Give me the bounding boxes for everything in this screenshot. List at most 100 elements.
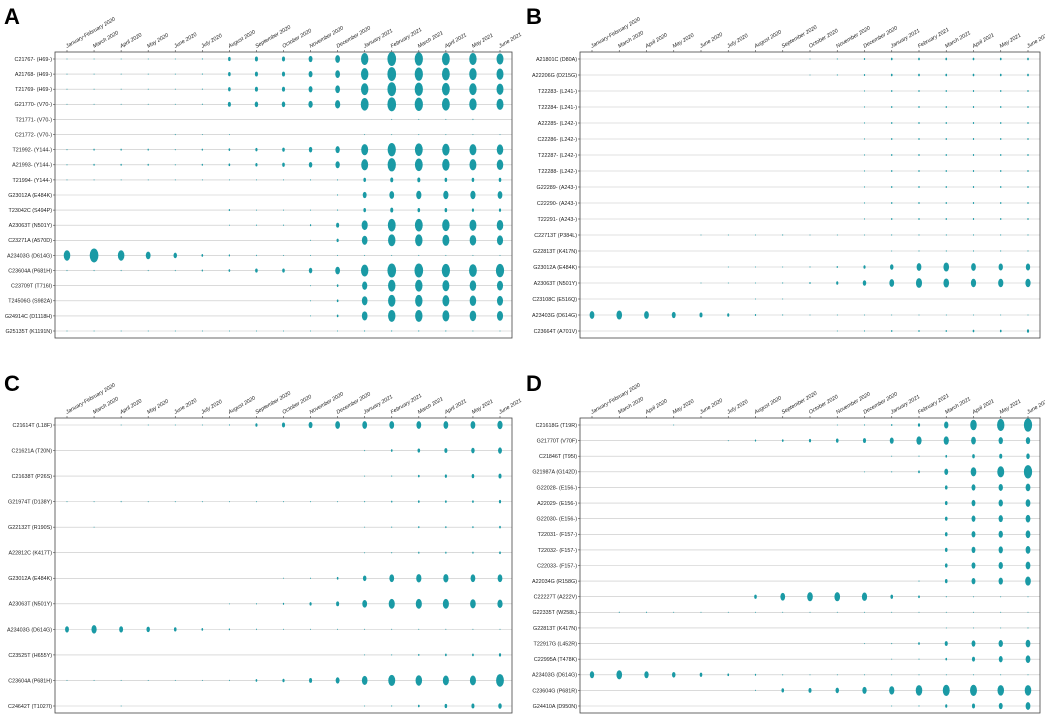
row-label: G22132T (R190S) bbox=[8, 525, 52, 531]
panel-c-letter: C bbox=[4, 371, 20, 396]
bubble bbox=[1026, 329, 1030, 333]
bubble bbox=[441, 98, 450, 111]
bubble bbox=[66, 148, 68, 151]
month-label: July 2020 bbox=[725, 399, 749, 416]
bubble bbox=[442, 158, 450, 171]
bubble bbox=[998, 499, 1003, 507]
month-label: April 2021 bbox=[443, 398, 468, 416]
bubble bbox=[201, 501, 203, 503]
row-label: G23012A (E484K) bbox=[8, 576, 52, 582]
bubble bbox=[891, 471, 893, 473]
bubble bbox=[147, 179, 149, 181]
bubble bbox=[364, 254, 366, 257]
bubble bbox=[201, 163, 203, 166]
bubble bbox=[445, 118, 447, 121]
bubble bbox=[282, 602, 285, 605]
bubble bbox=[496, 98, 504, 110]
bubble bbox=[496, 144, 504, 155]
bubble bbox=[496, 310, 504, 321]
bubble bbox=[944, 516, 948, 521]
bubble bbox=[469, 68, 477, 81]
bubble bbox=[916, 436, 922, 445]
bubble bbox=[997, 419, 1005, 431]
row-label: G25135T (K1191N) bbox=[5, 329, 52, 335]
bubble bbox=[945, 627, 947, 629]
bubble bbox=[388, 294, 396, 307]
bubble bbox=[755, 282, 756, 284]
row-label: G21987A (G142D) bbox=[532, 470, 577, 476]
bubble bbox=[1000, 314, 1002, 316]
bubble bbox=[445, 330, 447, 332]
bubble bbox=[229, 224, 230, 226]
bubble bbox=[364, 449, 366, 452]
bubble bbox=[256, 330, 257, 332]
bubble bbox=[445, 551, 447, 554]
bubble bbox=[1000, 611, 1002, 613]
row-label: G22813T (K417N) bbox=[533, 626, 577, 632]
bubble bbox=[63, 250, 71, 261]
bubble bbox=[1027, 201, 1029, 205]
bubble bbox=[809, 611, 811, 613]
bubble bbox=[836, 281, 839, 285]
bubble bbox=[387, 97, 397, 112]
bubble bbox=[390, 177, 394, 183]
bubble bbox=[971, 531, 976, 538]
bubble bbox=[470, 574, 476, 583]
bubble bbox=[254, 71, 258, 77]
plot-frame bbox=[54, 417, 513, 714]
bubble bbox=[755, 611, 756, 613]
bubble bbox=[415, 675, 423, 686]
bubble bbox=[999, 329, 1002, 333]
bubble bbox=[836, 265, 838, 269]
bubble bbox=[472, 526, 474, 529]
bubble bbox=[589, 311, 595, 319]
bubble bbox=[441, 67, 450, 81]
bubble bbox=[944, 641, 948, 647]
bubble bbox=[228, 269, 231, 272]
row-label: G21770- (V70-) bbox=[15, 102, 53, 108]
bubble bbox=[469, 310, 477, 322]
bubble bbox=[836, 330, 838, 332]
bubble bbox=[863, 57, 866, 61]
bubble bbox=[999, 57, 1002, 61]
bubble bbox=[308, 267, 313, 274]
month-label: May 2021 bbox=[999, 399, 1023, 416]
bubble bbox=[442, 234, 450, 246]
bubble bbox=[918, 169, 920, 173]
bubble bbox=[862, 686, 867, 694]
bubble bbox=[864, 218, 865, 220]
bubble bbox=[469, 295, 477, 307]
bubble bbox=[119, 626, 124, 633]
bubble bbox=[282, 162, 285, 167]
bubble bbox=[120, 679, 122, 682]
bubble bbox=[918, 137, 920, 141]
bubble bbox=[672, 671, 676, 678]
month-label: January-February 2020 bbox=[64, 383, 116, 417]
bubble bbox=[418, 254, 420, 257]
bubble bbox=[499, 525, 501, 529]
bubble bbox=[809, 266, 811, 268]
bubble bbox=[255, 163, 258, 167]
row-label: T22917G (L452R) bbox=[534, 641, 578, 647]
bubble bbox=[201, 269, 203, 272]
bubble bbox=[998, 656, 1003, 663]
bubble bbox=[120, 424, 122, 426]
row-label: A22029- (E156-) bbox=[537, 501, 577, 507]
bubble bbox=[360, 264, 369, 277]
bubble bbox=[1027, 674, 1029, 676]
bubble bbox=[945, 201, 947, 205]
panel-d: D C21618G (T19R) G21770T (V70F) C21846T (T9… bbox=[526, 371, 1045, 714]
row-label: G22289- (A243-) bbox=[537, 185, 578, 191]
bubble bbox=[337, 179, 339, 181]
bubble bbox=[335, 161, 340, 169]
bubble bbox=[442, 310, 450, 322]
bubble bbox=[891, 250, 893, 252]
bubble bbox=[864, 611, 865, 613]
bubble bbox=[918, 658, 920, 660]
bubble bbox=[418, 330, 420, 332]
bubble bbox=[336, 299, 339, 303]
bubble bbox=[971, 484, 976, 491]
bubble bbox=[66, 58, 68, 60]
bubble bbox=[945, 121, 947, 125]
bubble bbox=[445, 628, 447, 630]
